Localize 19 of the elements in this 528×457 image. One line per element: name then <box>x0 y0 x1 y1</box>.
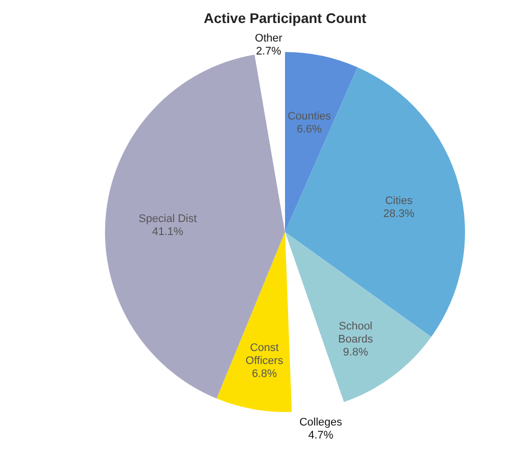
slice-label: Const Officers <box>245 342 284 368</box>
data-label: 41.1% <box>152 226 184 238</box>
data-label: 6.8% <box>252 368 278 380</box>
slice-label: Other <box>254 32 283 45</box>
slice-label: Colleges <box>299 416 343 429</box>
chart-title: Active Participant Count <box>204 10 367 26</box>
pie-slice <box>285 232 432 402</box>
data-label: 2.7% <box>256 46 282 58</box>
data-label: 4.7% <box>308 430 334 442</box>
pie-slice <box>216 232 292 412</box>
data-label: 28.3% <box>383 208 415 220</box>
slice-label: School Boards <box>338 320 374 346</box>
data-label: 9.8% <box>343 346 368 359</box>
pie-slice <box>285 52 358 232</box>
slice-label: Special Dist <box>138 213 197 226</box>
data-label: 6.6% <box>296 124 322 136</box>
pie-slice <box>105 54 285 399</box>
slice-label: Cities <box>385 194 414 207</box>
slice-label: Counties <box>288 110 332 123</box>
